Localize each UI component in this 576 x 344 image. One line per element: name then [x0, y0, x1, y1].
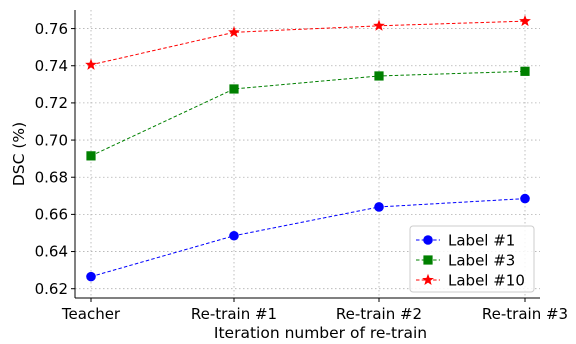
axes	[74, 10, 540, 299]
y-tick-label: 0.66	[35, 206, 68, 224]
series-label-3	[86, 66, 530, 161]
data-point	[519, 14, 531, 27]
y-tick-label: 0.70	[35, 131, 68, 149]
data-point	[86, 151, 96, 161]
legend-label: Label #1	[448, 231, 515, 249]
y-tick-label: 0.74	[35, 57, 68, 75]
series-layer	[85, 14, 531, 282]
series-line	[90, 70, 526, 157]
y-tick-label: 0.68	[35, 168, 68, 186]
data-point	[85, 58, 97, 70]
data-point	[229, 230, 239, 241]
y-tick-label: 0.76	[35, 20, 68, 38]
x-tick-label: Teacher	[61, 305, 121, 323]
tick-labels: 0.62 0.64 0.66 0.68 0.70 0.72 0.74 0.76 Teacher R…	[35, 20, 569, 323]
legend-marker	[423, 235, 433, 245]
x-tick-label: Re-train #1	[191, 305, 277, 323]
y-axis-label: DSC (%)	[10, 122, 28, 186]
legend: Label #1 Label #3 Label #10	[409, 225, 535, 293]
data-point	[228, 26, 240, 38]
y-tick-label: 0.64	[35, 243, 68, 261]
data-point	[374, 202, 384, 212]
y-tick-label: 0.72	[35, 94, 68, 112]
series-line	[90, 20, 526, 66]
data-point	[86, 271, 96, 282]
data-point	[374, 71, 384, 81]
legend-label: Label #10	[448, 271, 525, 289]
series-label-10	[85, 14, 531, 70]
series-label-1	[86, 193, 530, 282]
legend-box	[409, 225, 535, 293]
legend-item: Label #10	[416, 271, 525, 289]
legend-marker	[422, 273, 434, 286]
legend-label: Label #3	[448, 251, 515, 269]
data-point	[229, 84, 239, 94]
legend-item: Label #3	[416, 251, 515, 269]
x-tick-label: Re-train #2	[336, 305, 422, 323]
data-point	[520, 193, 530, 204]
data-point	[520, 66, 530, 76]
legend-marker	[423, 255, 433, 265]
data-point	[373, 19, 385, 31]
x-axis-label: Iteration number of re-train	[214, 324, 427, 342]
y-tick-label: 0.62	[35, 280, 68, 298]
legend-item: Label #1	[416, 231, 515, 249]
series-line	[90, 198, 526, 278]
grid-lines	[75, 10, 540, 298]
x-tick-label: Re-train #3	[482, 305, 568, 323]
